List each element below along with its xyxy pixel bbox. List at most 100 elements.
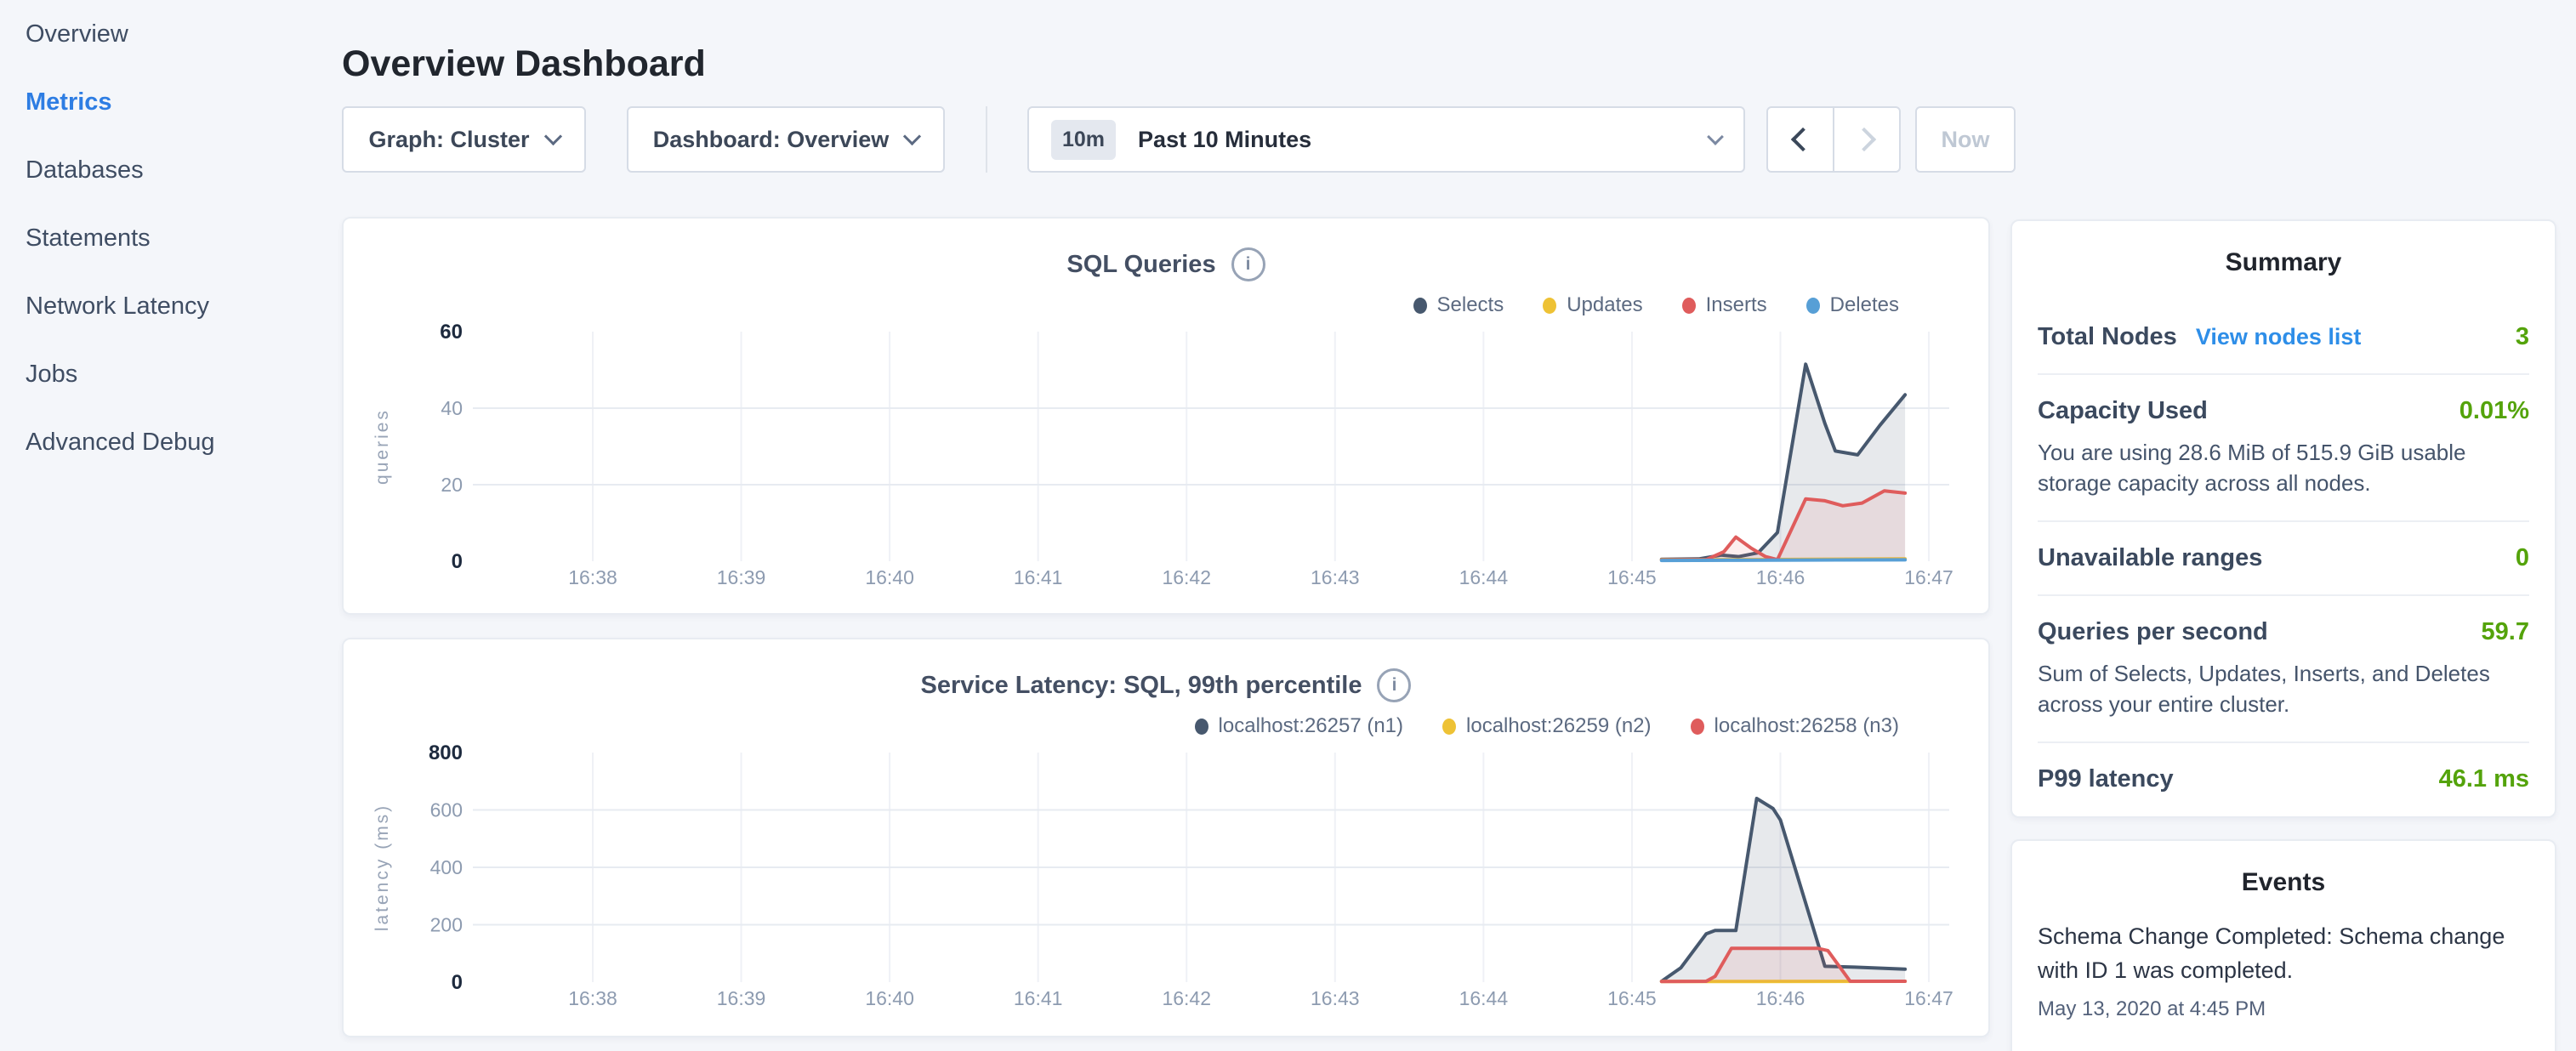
summary-row-label: P99 latency: [2038, 765, 2174, 793]
legend-label: Selects: [1437, 293, 1504, 317]
svg-text:16:43: 16:43: [1311, 987, 1360, 1009]
event-item[interactable]: Schema Change Completed: Schema change w…: [2038, 919, 2529, 1021]
controls-divider: [986, 106, 987, 173]
summary-panel: Summary Total Nodes View nodes list 3 Capac…: [2010, 219, 2556, 818]
graph-scope-dropdown[interactable]: Graph: Cluster: [342, 106, 586, 173]
legend-item[interactable]: localhost:26258 (n3): [1691, 714, 1899, 738]
legend-label: Inserts: [1706, 293, 1767, 317]
events-list: Schema Change Completed: Schema change w…: [2012, 919, 2555, 1021]
svg-text:200: 200: [430, 914, 463, 936]
chart-title: SQL Queries: [1066, 251, 1215, 279]
time-step-back-button[interactable]: [1768, 108, 1834, 171]
legend-item[interactable]: localhost:26259 (n2): [1442, 714, 1651, 738]
legend-dot-icon: [1413, 298, 1427, 314]
summary-panel-title: Summary: [2012, 248, 2555, 277]
svg-text:latency (ms): latency (ms): [372, 804, 392, 931]
chevron-down-icon: [1707, 128, 1724, 145]
view-nodes-list-link[interactable]: View nodes list: [2196, 324, 2362, 350]
legend-label: Deletes: [1830, 293, 1899, 317]
events-panel: Events Schema Change Completed: Schema c…: [2010, 839, 2556, 1051]
sidebar-item-metrics[interactable]: Metrics: [0, 68, 337, 136]
summary-row-total-nodes: Total Nodes View nodes list 3: [2038, 301, 2529, 375]
sql-queries-card: SQL Queries i Selects Updates Inserts Delet…: [342, 217, 1990, 615]
time-range-label: Past 10 Minutes: [1138, 127, 1311, 153]
svg-text:20: 20: [441, 474, 463, 496]
summary-row-label: Total Nodes: [2038, 323, 2177, 351]
sidebar-item-statements[interactable]: Statements: [0, 204, 337, 272]
sidebar: OverviewMetricsDatabasesStatementsNetwor…: [0, 0, 337, 476]
info-icon[interactable]: i: [1377, 668, 1411, 702]
legend-label: localhost:26258 (n3): [1714, 714, 1899, 738]
legend-dot-icon: [1806, 298, 1820, 314]
summary-row-description: You are using 28.6 MiB of 515.9 GiB usab…: [2038, 437, 2514, 498]
svg-text:600: 600: [430, 799, 463, 821]
svg-text:16:42: 16:42: [1162, 987, 1211, 1009]
svg-text:40: 40: [441, 397, 463, 419]
svg-text:16:43: 16:43: [1311, 566, 1360, 588]
page-title: Overview Dashboard: [342, 43, 706, 85]
svg-text:16:41: 16:41: [1014, 987, 1063, 1009]
time-range-select[interactable]: 10m Past 10 Minutes: [1027, 106, 1745, 173]
service-latency-card: Service Latency: SQL, 99th percentile i …: [342, 638, 1990, 1037]
legend-item[interactable]: localhost:26257 (n1): [1195, 714, 1403, 738]
summary-row-p99-latency: P99 latency46.1 ms: [2038, 743, 2529, 815]
chart-legend: localhost:26257 (n1) localhost:26259 (n2)…: [1195, 714, 1899, 738]
legend-item[interactable]: Selects: [1413, 293, 1504, 317]
summary-row-queries-per-second: Queries per second59.7Sum of Selects, Up…: [2038, 596, 2529, 743]
legend-item[interactable]: Inserts: [1682, 293, 1767, 317]
legend-dot-icon: [1195, 719, 1208, 735]
summary-row-unavailable-ranges: Unavailable ranges 0: [2038, 522, 2529, 596]
svg-text:800: 800: [429, 741, 463, 764]
event-text: Schema Change Completed: Schema change w…: [2038, 919, 2529, 987]
legend-label: Updates: [1567, 293, 1642, 317]
summary-row-value: 3: [2516, 323, 2529, 351]
summary-row-label: Queries per second: [2038, 618, 2268, 646]
chart-legend: Selects Updates Inserts Deletes: [1413, 293, 1900, 317]
chevron-right-icon: [1852, 128, 1876, 151]
sidebar-item-databases[interactable]: Databases: [0, 136, 337, 204]
sidebar-item-jobs[interactable]: Jobs: [0, 340, 337, 408]
dashboard-dropdown[interactable]: Dashboard: Overview: [627, 106, 945, 173]
summary-row-label: Unavailable ranges: [2038, 544, 2262, 572]
summary-row-value: 0.01%: [2459, 397, 2529, 425]
legend-dot-icon: [1691, 719, 1704, 735]
svg-text:16:41: 16:41: [1014, 566, 1063, 588]
info-icon[interactable]: i: [1231, 247, 1265, 281]
now-button[interactable]: Now: [1915, 106, 2016, 173]
sql-queries-chart: 16:3816:3916:4016:4116:4216:4316:4416:45…: [344, 315, 1992, 604]
summary-row-description: Sum of Selects, Updates, Inserts, and De…: [2038, 658, 2514, 719]
svg-text:16:45: 16:45: [1607, 987, 1657, 1009]
service-latency-chart: 16:3816:3916:4016:4116:4216:4316:4416:45…: [344, 736, 1992, 1025]
svg-text:16:46: 16:46: [1756, 566, 1805, 588]
svg-text:16:39: 16:39: [717, 987, 766, 1009]
time-step-buttons: [1766, 106, 1901, 173]
events-panel-title: Events: [2012, 868, 2555, 897]
sidebar-item-advanced-debug[interactable]: Advanced Debug: [0, 408, 337, 476]
svg-text:400: 400: [430, 856, 463, 878]
legend-label: localhost:26259 (n2): [1466, 714, 1651, 738]
summary-row-capacity-used: Capacity Used0.01%You are using 28.6 MiB…: [2038, 375, 2529, 522]
svg-text:16:44: 16:44: [1459, 987, 1509, 1009]
svg-text:16:45: 16:45: [1607, 566, 1657, 588]
svg-text:16:38: 16:38: [568, 987, 617, 1009]
chart-title-row: Service Latency: SQL, 99th percentile i: [344, 668, 1988, 702]
legend-dot-icon: [1543, 298, 1556, 314]
legend-item[interactable]: Deletes: [1806, 293, 1899, 317]
svg-text:queries: queries: [372, 408, 392, 485]
chevron-down-icon: [543, 127, 561, 145]
summary-row-value: 0: [2516, 544, 2529, 572]
sidebar-item-overview[interactable]: Overview: [0, 0, 337, 68]
graph-scope-dropdown-label: Graph: Cluster: [368, 127, 529, 153]
legend-item[interactable]: Updates: [1543, 293, 1642, 317]
chart-title-row: SQL Queries i: [344, 247, 1988, 281]
svg-text:16:42: 16:42: [1162, 566, 1211, 588]
chart-title: Service Latency: SQL, 99th percentile: [921, 672, 1362, 700]
svg-text:16:40: 16:40: [865, 566, 914, 588]
legend-label: localhost:26257 (n1): [1219, 714, 1403, 738]
time-step-forward-button[interactable]: [1834, 108, 1899, 171]
svg-text:16:44: 16:44: [1459, 566, 1509, 588]
sidebar-item-network-latency[interactable]: Network Latency: [0, 272, 337, 340]
svg-text:16:47: 16:47: [1904, 566, 1953, 588]
time-range-badge: 10m: [1051, 120, 1116, 160]
metrics-dashboard-page: OverviewMetricsDatabasesStatementsNetwor…: [0, 0, 2576, 1051]
